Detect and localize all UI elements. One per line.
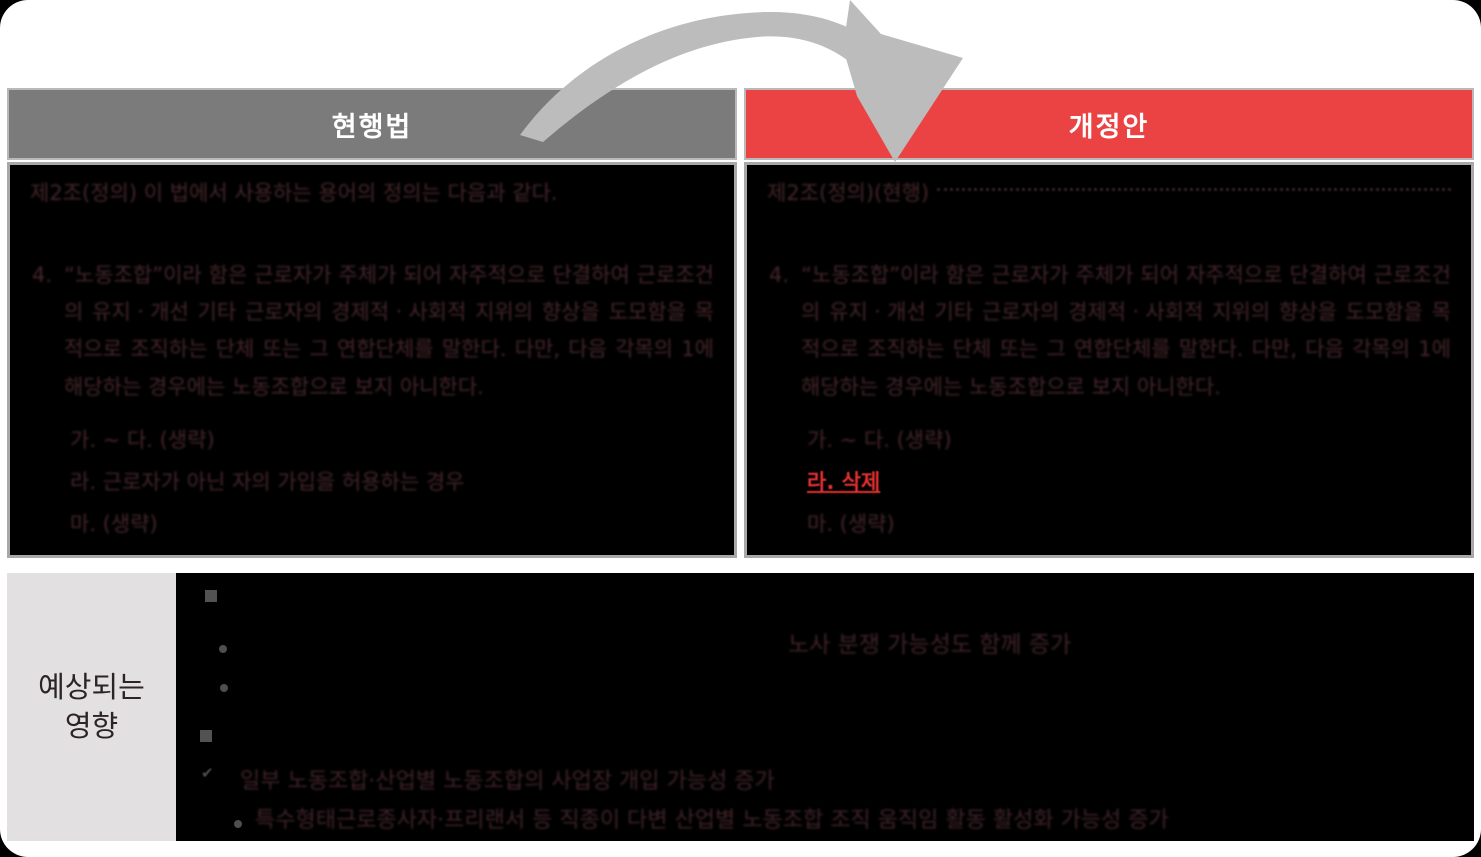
amendment-item4-text: “노동조합”이라 함은 근로자가 주체가 되어 자주적으로 단결하여 근로조건의… [801,262,1451,399]
effect-highlight-industrial-union: 특수형태근로종사자·프리랜서 등 직종이 다변 산업별 노동조합 조직 움직임 … [255,808,1169,833]
current-law-item4: 4. “노동조합”이라 함은 근로자가 주체가 되어 자주적으로 단결하여 근로… [32,257,714,407]
effect-highlight-union-intervention: 일부 노동조합·산업별 노동조합의 사업장 개입 가능성 증가 [240,769,775,794]
amendment-intro-row: 제2조(정의)(현행) [767,178,1451,210]
expected-effects-label: 예상되는 영향 [7,573,176,841]
current-law-subitems: 가. ~ 다. (생략) 라. 근로자가 아닌 자의 가입을 허용하는 경우 마… [70,419,714,545]
square-bullet-icon [200,730,212,742]
dot-bullet-icon [234,820,242,828]
dot-bullet-icon [219,645,227,653]
deleted-subitem-ra: 라. 삭제 [807,470,881,494]
subitem-ma: 마. (생략) [70,512,158,536]
amendment-item4: 4. “노동조합”이라 함은 근로자가 주체가 되어 자주적으로 단결하여 근로… [769,257,1451,407]
amendment-intro: 제2조(정의)(현행) [767,181,930,205]
amendment-header-label: 개정안 [1068,111,1150,143]
current-law-header: 현행법 [7,88,737,160]
item-number: 4. [32,262,53,287]
current-law-box: 제2조(정의) 이 법에서 사용하는 용어의 정의는 다음과 같다. 4. “노… [7,162,737,558]
subitem-ga-da: 가. ~ 다. (생략) [807,428,952,452]
current-law-intro: 제2조(정의) 이 법에서 사용하는 용어의 정의는 다음과 같다. [30,181,558,205]
amendment-subitems: 가. ~ 다. (생략) 라. 삭제 마. (생략) [807,419,1451,545]
check-bullet-icon: ✔ [201,764,214,782]
current-law-header-label: 현행법 [331,111,413,143]
dot-bullet-icon [220,684,228,692]
omission-dotted-line [937,188,1451,191]
expected-effects-label-line1: 예상되는 [38,669,145,704]
amendment-header: 개정안 [744,88,1474,160]
square-bullet-icon [205,590,217,602]
item-number: 4. [769,262,790,287]
effect-highlight-dispute: 노사 분쟁 가능성도 함께 증가 [788,632,1072,658]
transition-arrow-icon [520,0,963,162]
current-law-item4-text: “노동조합”이라 함은 근로자가 주체가 되어 자주적으로 단결하여 근로조건의… [64,262,714,399]
expected-effects-panel: ✔ 노사 분쟁 가능성도 함께 증가 일부 노동조합·산업별 노동조합의 사업장… [176,573,1474,841]
expected-effects-label-line2: 영향 [64,709,119,743]
subitem-ma: 마. (생략) [807,512,895,536]
amendment-box: 제2조(정의)(현행) 4. “노동조합”이라 함은 근로자가 주체가 되어 자… [744,162,1474,558]
subitem-ra: 라. 근로자가 아닌 자의 가입을 허용하는 경우 [70,470,465,494]
subitem-ga-da: 가. ~ 다. (생략) [70,428,215,452]
